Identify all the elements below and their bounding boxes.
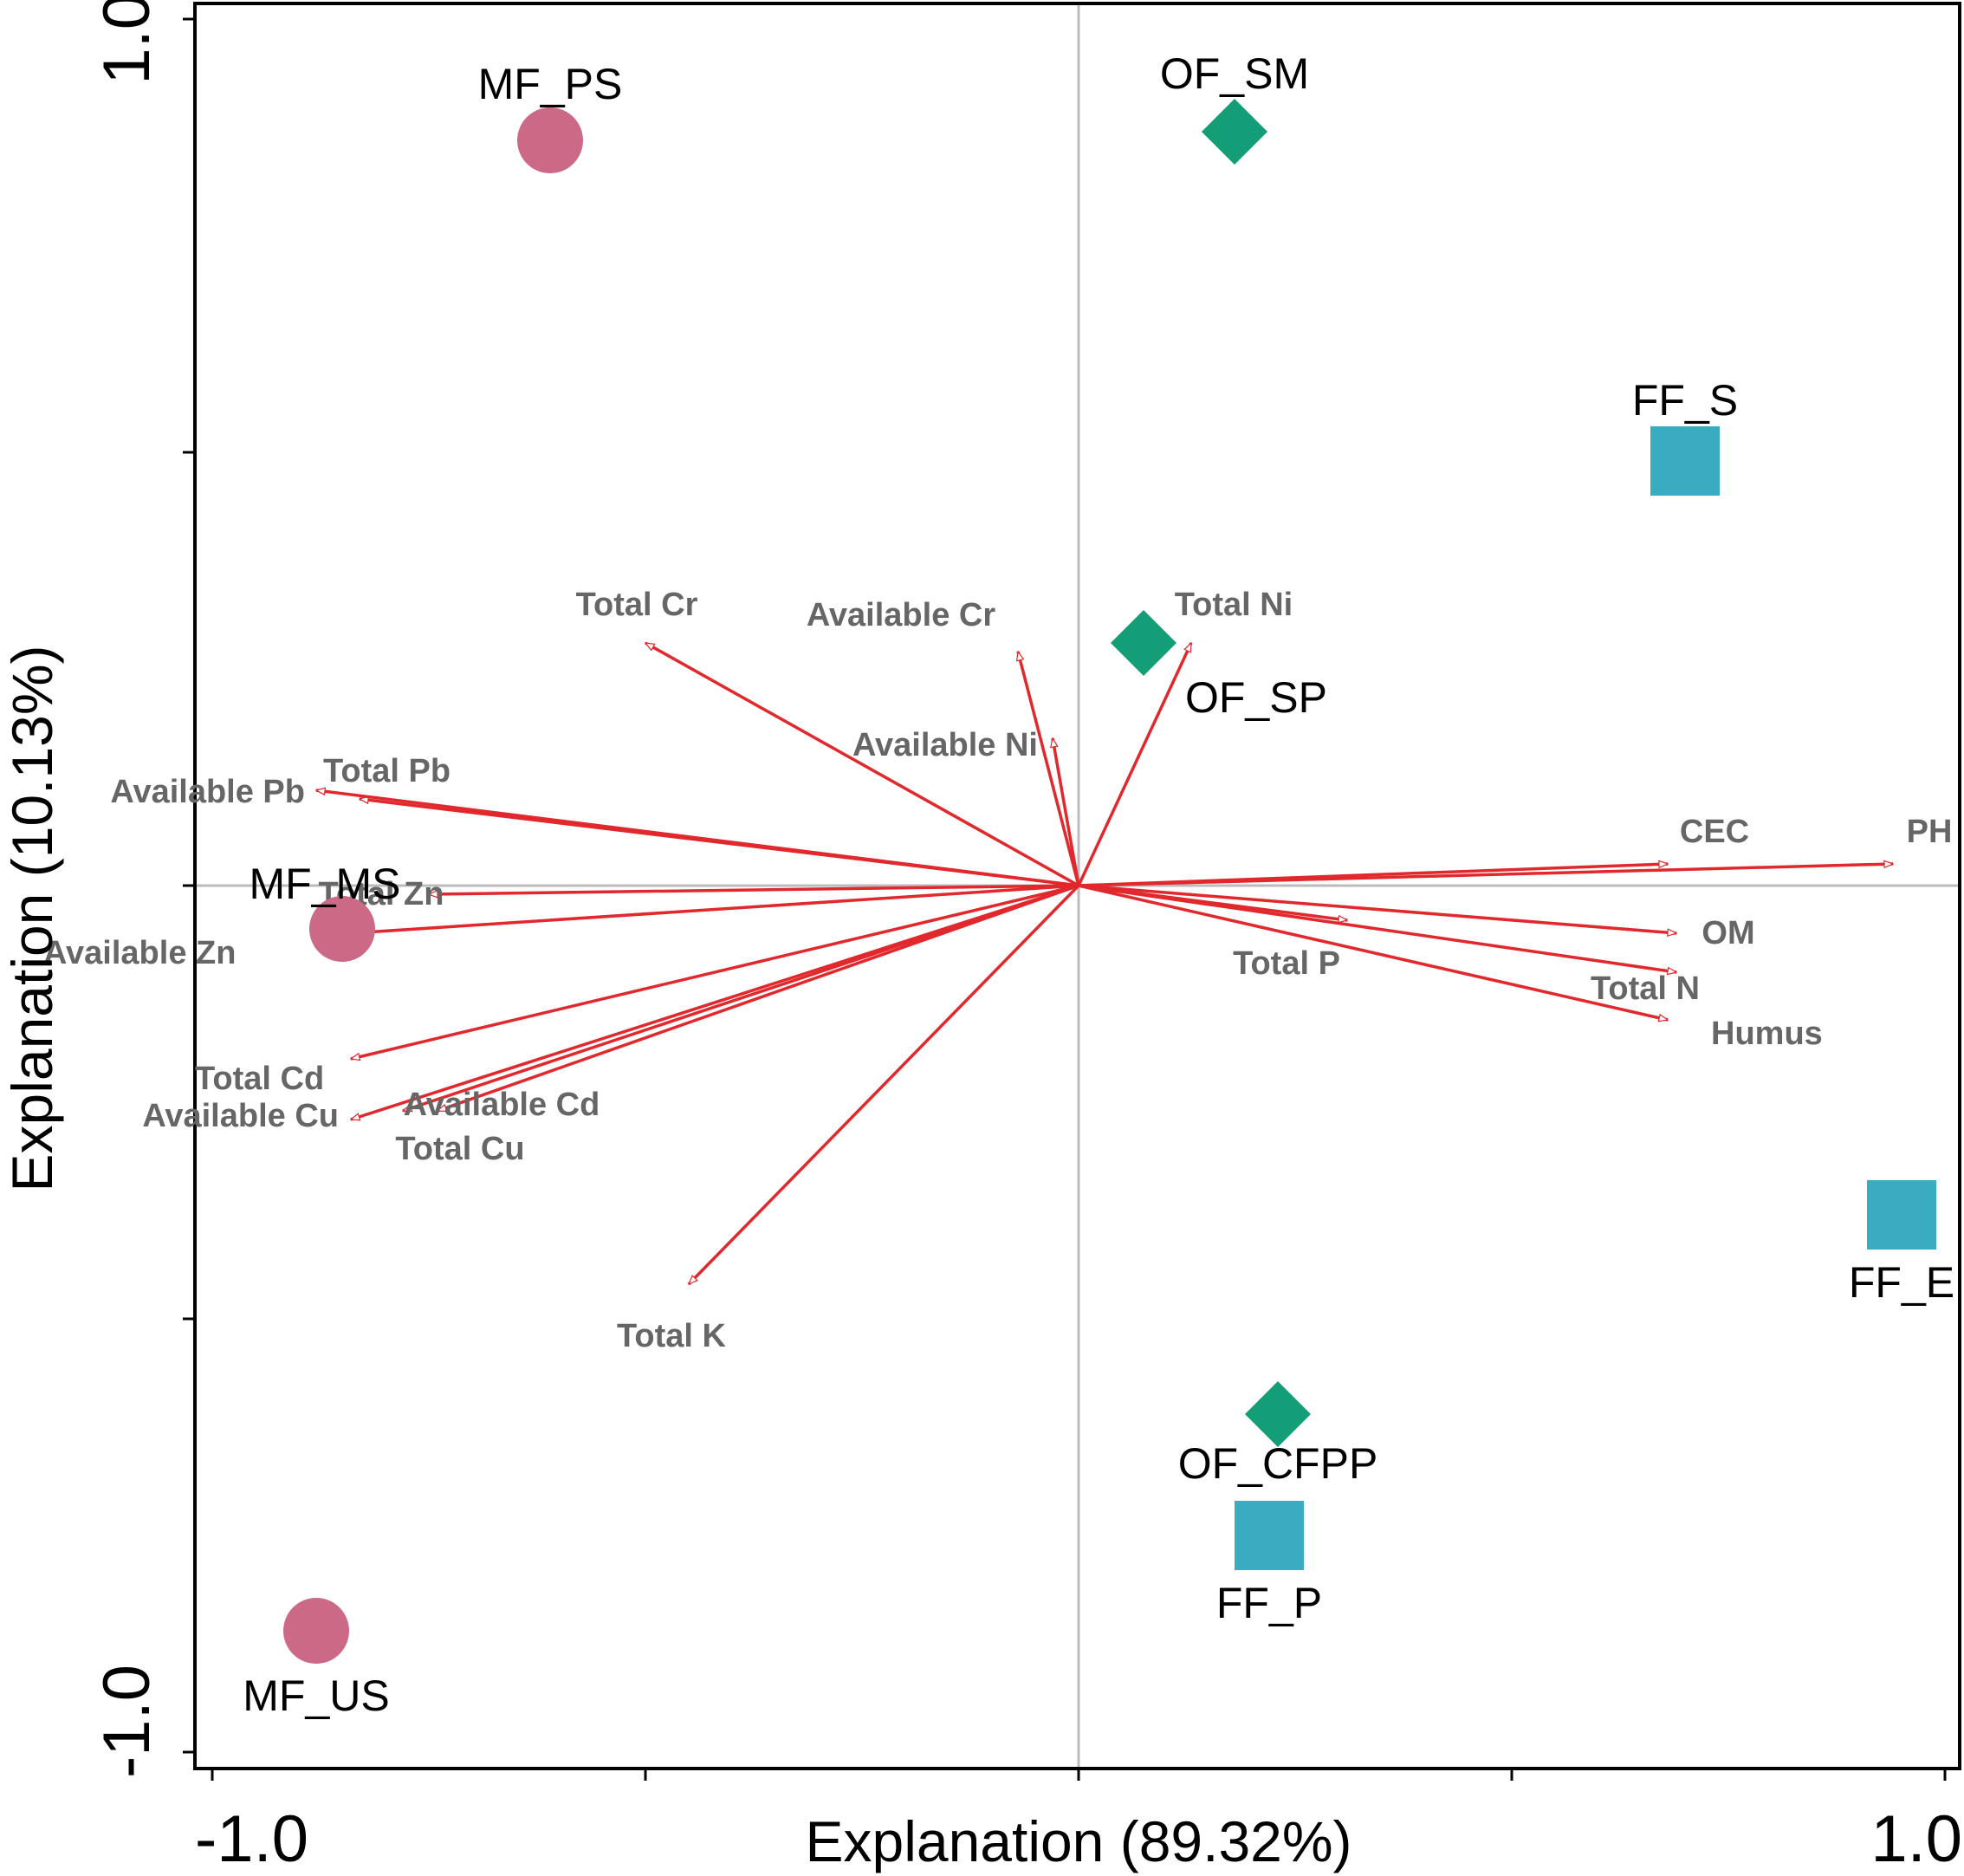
arrow-ph — [1078, 864, 1893, 887]
arrow-total-n — [1078, 884, 1676, 972]
site-label-ff-p: FF_P — [1216, 1579, 1322, 1627]
var-label-om: OM — [1701, 915, 1754, 951]
var-label-total-pb: Total Pb — [323, 753, 450, 789]
site-label-of-cfpp: OF_CFPP — [1178, 1439, 1378, 1488]
var-label-cec: CEC — [1680, 814, 1749, 850]
var-label-available-cr: Available Cr — [807, 597, 995, 633]
variable-labels: Total Cr Available Cr Available Ni Total Ni… — [43, 587, 1952, 1354]
site-of-sm — [1202, 99, 1267, 165]
arrow-total-zn — [429, 884, 1079, 894]
site-ff-e — [1867, 1180, 1936, 1250]
site-mf-ms — [309, 896, 375, 962]
var-label-total-k: Total K — [617, 1318, 727, 1354]
arrow-total-k — [687, 884, 1080, 1286]
site-label-ff-s: FF_S — [1632, 376, 1738, 425]
arrow-total-cd — [351, 884, 1079, 1059]
arrow-available-pb — [316, 790, 1079, 887]
arrow-available-ni — [1053, 738, 1080, 886]
y-axis-title: Explanation (10.13%) — [0, 645, 64, 1191]
site-label-mf-us: MF_US — [243, 1672, 389, 1720]
y-tick-label: -1.0 — [90, 1665, 164, 1778]
site-label-mf-ms: MF_MS — [250, 860, 401, 908]
arrow-total-cr — [645, 641, 1079, 887]
var-label-available-cd: Available Cd — [404, 1087, 600, 1123]
arrow-available-zn — [351, 884, 1079, 933]
site-label-mf-ps: MF_PS — [478, 60, 623, 108]
var-label-total-cu: Total Cu — [395, 1131, 524, 1167]
site-of-cfpp — [1245, 1381, 1311, 1447]
site-of-sp — [1111, 610, 1176, 676]
x-tick-label: 1.0 — [1870, 1802, 1962, 1876]
var-label-available-zn: Available Zn — [43, 935, 236, 971]
site-mf-us — [283, 1598, 349, 1664]
site-ff-s — [1650, 426, 1720, 496]
var-label-total-n: Total N — [1591, 970, 1700, 1007]
var-label-ph: PH — [1907, 814, 1953, 850]
y-axis-ticks: -1.0 1.0 — [90, 0, 195, 1778]
arrow-humus — [1078, 884, 1668, 1020]
site-label-ff-e: FF_E — [1849, 1258, 1954, 1307]
var-label-humus: Humus — [1711, 1016, 1823, 1052]
var-label-total-cd: Total Cd — [195, 1061, 324, 1097]
arrow-available-cd — [438, 884, 1079, 1113]
var-label-available-ni: Available Ni — [852, 727, 1038, 763]
arrow-om — [1078, 884, 1676, 933]
arrow-total-ni — [1077, 643, 1193, 886]
site-label-of-sp: OF_SP — [1185, 673, 1327, 722]
arrow-available-cr — [1018, 652, 1080, 886]
site-labels: MF_PS MF_MS MF_US OF_SM OF_SP OF_CFPP FF_S FF_E… — [243, 49, 1954, 1720]
x-axis-ticks: -1.0 1.0 — [195, 1769, 1962, 1876]
var-label-total-cr: Total Cr — [576, 587, 698, 623]
site-mf-ps — [517, 107, 583, 173]
arrow-total-cu — [403, 884, 1079, 1113]
y-tick-label: 1.0 — [90, 0, 164, 85]
variable-arrows — [316, 641, 1893, 1286]
var-label-available-cu: Available Cu — [142, 1098, 339, 1134]
x-tick-label: -1.0 — [195, 1802, 308, 1876]
var-label-total-p: Total P — [1233, 945, 1340, 982]
var-label-available-pb: Available Pb — [110, 774, 305, 810]
site-ff-p — [1235, 1501, 1304, 1570]
site-markers — [283, 99, 1936, 1664]
site-label-of-sm: OF_SM — [1160, 49, 1309, 98]
var-label-total-ni: Total Ni — [1175, 587, 1293, 623]
x-axis-title: Explanation (89.32%) — [805, 1809, 1351, 1873]
